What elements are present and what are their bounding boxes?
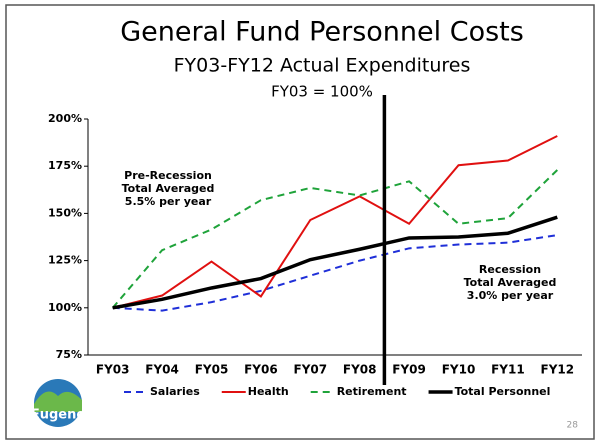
- legend-label: Total Personnel: [455, 385, 551, 398]
- x-tick-label: FY07: [294, 363, 328, 377]
- chart-subtitle: FY03-FY12 Actual Expenditures: [174, 55, 471, 77]
- x-tick-label: FY10: [442, 363, 476, 377]
- annotation: 5.5% per year: [125, 195, 212, 208]
- y-tick-label: 150%: [48, 206, 82, 219]
- y-tick-label: 75%: [56, 348, 82, 361]
- chart-note: FY03 = 100%: [271, 83, 373, 101]
- series-line: [112, 135, 558, 309]
- annotation: Recession: [479, 263, 541, 276]
- series-line: [111, 169, 558, 309]
- x-tick-label: FY09: [392, 363, 426, 377]
- x-tick-label: FY05: [195, 363, 229, 377]
- page-number: 28: [567, 421, 579, 431]
- x-tick-label: FY06: [244, 363, 278, 377]
- x-tick-label: FY04: [145, 363, 179, 377]
- y-tick-label: 100%: [48, 301, 82, 314]
- x-tick-label: FY11: [491, 363, 525, 377]
- series-line: [112, 234, 558, 312]
- y-tick-label: 125%: [48, 254, 82, 267]
- y-tick-label: 175%: [48, 159, 82, 172]
- chart-title: General Fund Personnel Costs: [120, 17, 524, 48]
- annotation: 3.0% per year: [467, 289, 554, 302]
- legend-label: Health: [248, 385, 289, 398]
- logo: Eugene: [31, 379, 86, 427]
- series-line: [112, 215, 558, 310]
- annotation: Total Averaged: [464, 276, 557, 289]
- logo-text: Eugene: [31, 408, 86, 423]
- x-tick-label: FY12: [541, 363, 575, 377]
- slide-border: [5, 4, 595, 440]
- y-tick-label: 200%: [48, 112, 82, 125]
- legend-label: Salaries: [150, 385, 200, 398]
- x-tick-label: FY08: [343, 363, 377, 377]
- annotation: Pre-Recession: [124, 169, 212, 182]
- legend-label: Retirement: [337, 385, 407, 398]
- logo-hills: [34, 391, 82, 412]
- x-tick-label: FY03: [96, 363, 130, 377]
- annotation: Total Averaged: [122, 182, 215, 195]
